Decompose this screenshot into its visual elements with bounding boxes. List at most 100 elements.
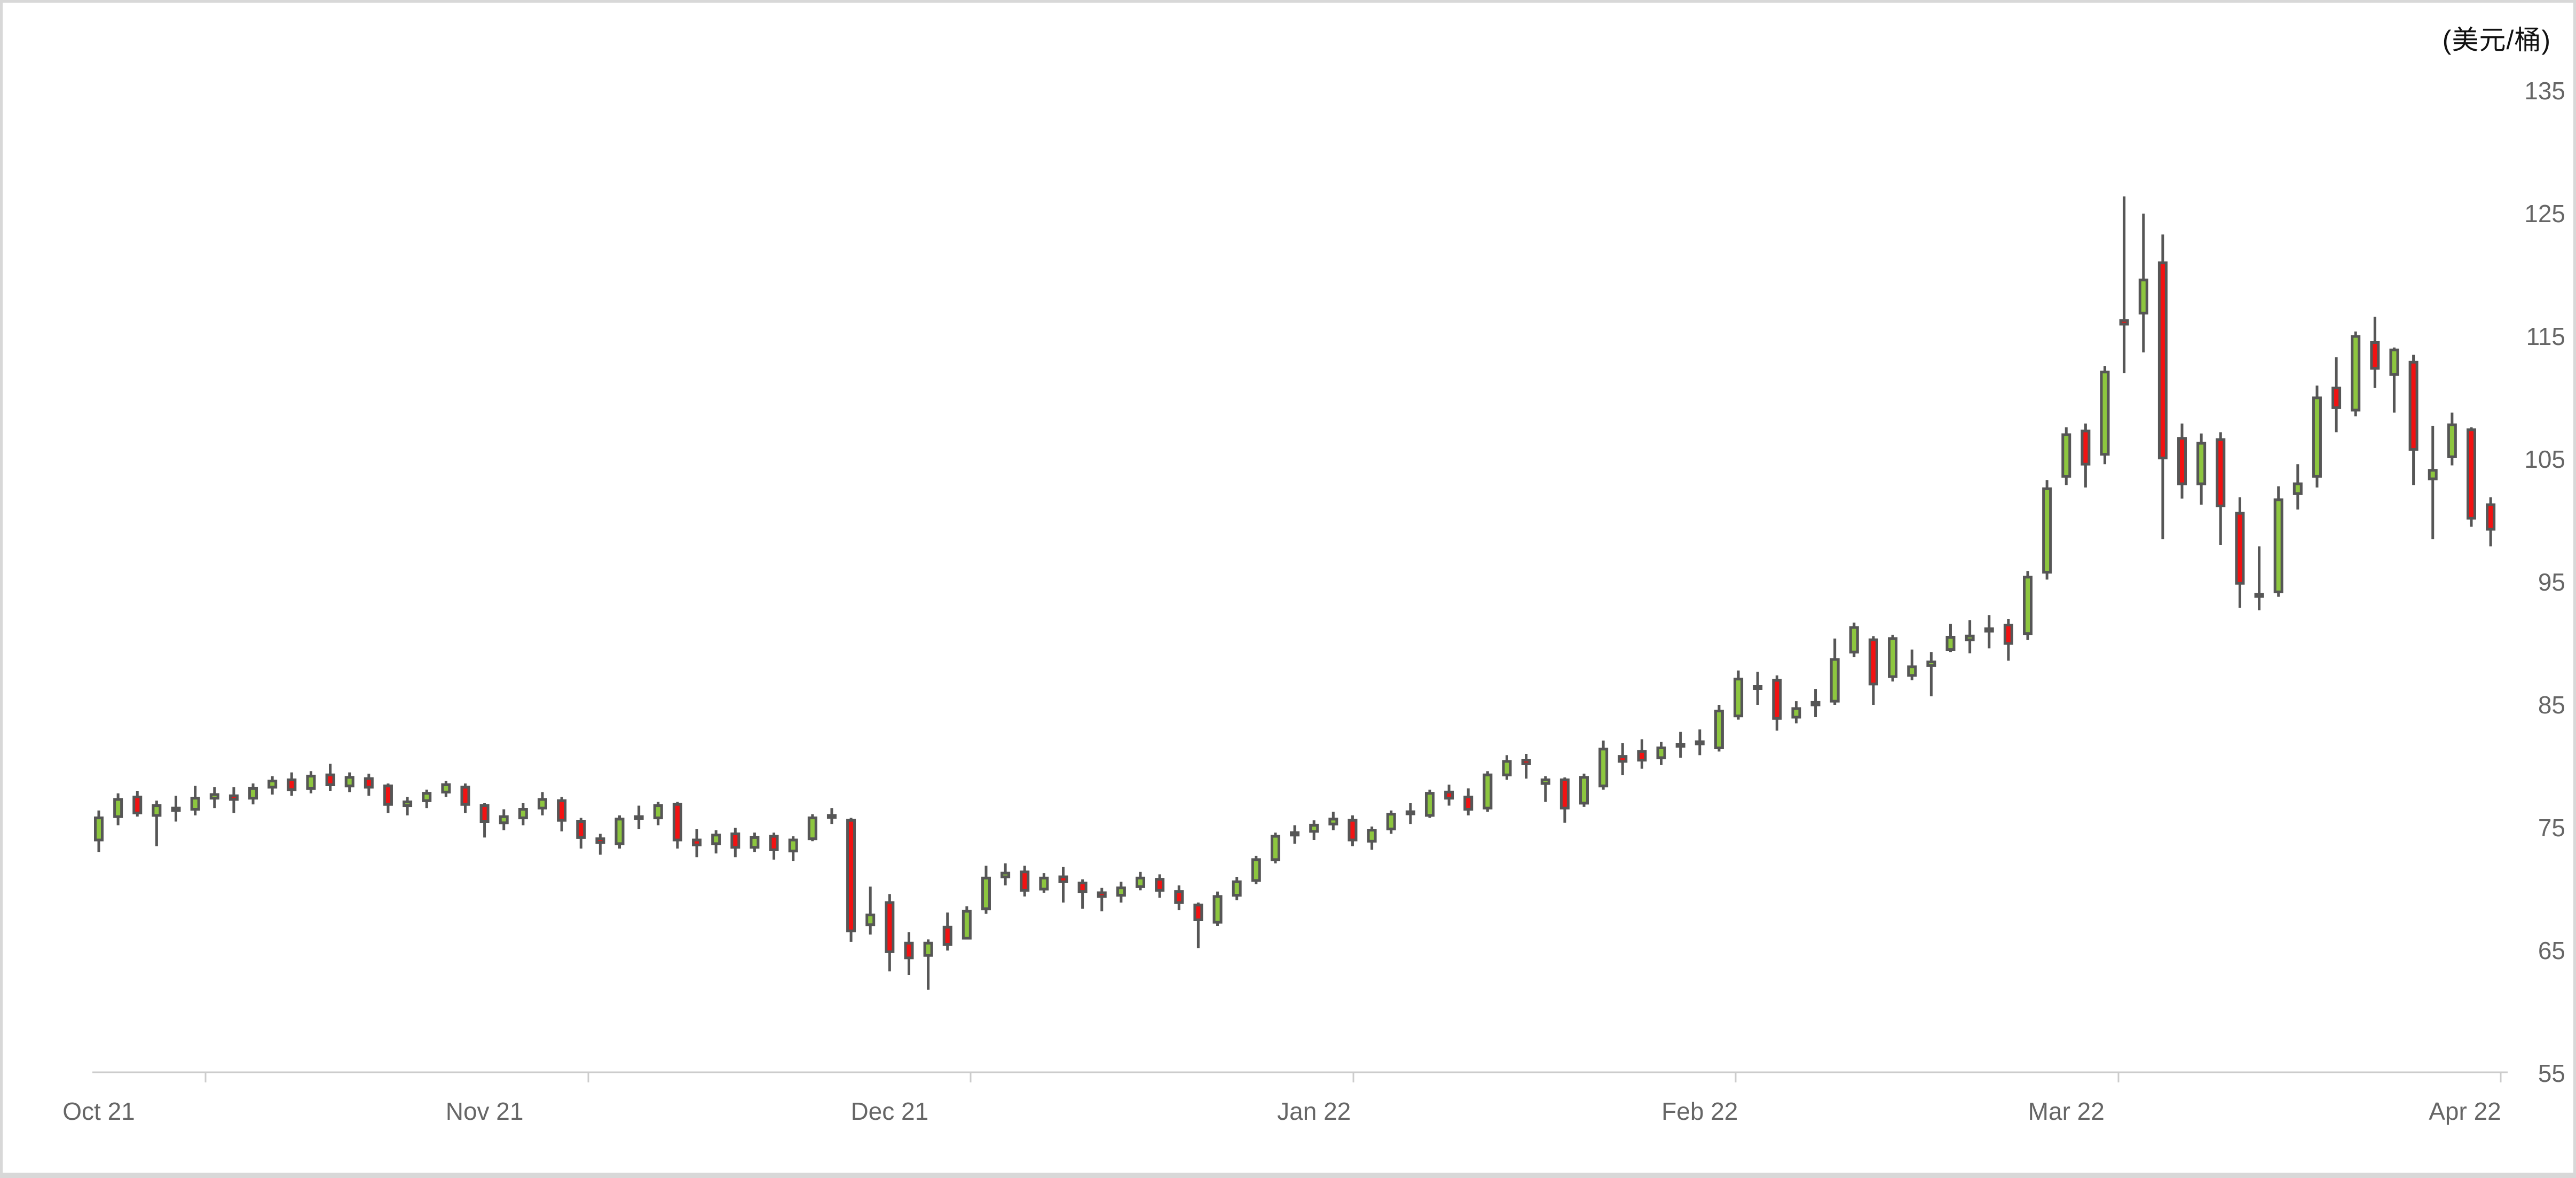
candle-body-down[interactable]	[1058, 875, 1068, 883]
candle-body-down[interactable]	[2254, 593, 2264, 598]
candle-body-down[interactable]	[132, 796, 143, 814]
candle-body-down[interactable]	[1868, 638, 1878, 686]
candle-body-down[interactable]	[171, 806, 181, 812]
candle-body-down[interactable]	[1348, 819, 1358, 842]
candle-body-up[interactable]	[1926, 661, 1936, 667]
candle-body-up[interactable]	[113, 798, 123, 818]
candle-body-up[interactable]	[1598, 748, 1609, 788]
candle-body-up[interactable]	[2428, 469, 2438, 481]
candle-body-up[interactable]	[750, 836, 760, 849]
candle-body-up[interactable]	[1367, 829, 1377, 843]
candle-body-up[interactable]	[2351, 335, 2361, 412]
candle-body-down[interactable]	[1193, 904, 1203, 922]
candle-body-down[interactable]	[1020, 870, 1030, 892]
candle-body-up[interactable]	[1579, 776, 1589, 805]
candle-body-up[interactable]	[152, 804, 162, 817]
candle-body-down[interactable]	[885, 901, 895, 953]
candle-body-down[interactable]	[1810, 701, 1821, 706]
candle-body-down[interactable]	[460, 786, 470, 806]
candle-body-up[interactable]	[2293, 482, 2303, 495]
candle-body-up[interactable]	[1116, 886, 1126, 897]
candle-body-down[interactable]	[942, 925, 952, 946]
candle-body-down[interactable]	[2486, 503, 2496, 531]
candle-body-down[interactable]	[904, 941, 914, 960]
candle-body-up[interactable]	[499, 815, 509, 824]
candle-body-up[interactable]	[518, 808, 528, 820]
candle-body-down[interactable]	[1618, 755, 1628, 763]
candle-body-down[interactable]	[2216, 438, 2226, 507]
candle-body-up[interactable]	[1290, 831, 1300, 837]
candle-body-down[interactable]	[1174, 890, 1184, 904]
candle-body-down[interactable]	[287, 778, 297, 791]
candle-body-up[interactable]	[981, 876, 991, 910]
candle-body-down[interactable]	[1772, 679, 1782, 720]
candle-body-up[interactable]	[1309, 823, 1319, 833]
candle-body-down[interactable]	[2408, 360, 2419, 451]
candle-body-up[interactable]	[1734, 678, 1744, 718]
candle-body-down[interactable]	[1984, 627, 1994, 633]
candle-body-up[interactable]	[1328, 818, 1338, 826]
candle-body-up[interactable]	[2273, 498, 2283, 593]
candle-body-up[interactable]	[1791, 707, 1801, 719]
candle-body-up[interactable]	[807, 816, 817, 841]
candle-body-down[interactable]	[1521, 759, 1531, 765]
candle-body-down[interactable]	[229, 794, 239, 801]
candle-body-up[interactable]	[537, 798, 547, 810]
candle-body-up[interactable]	[1945, 636, 1956, 651]
candle-body-down[interactable]	[2157, 261, 2168, 460]
candle-body-up[interactable]	[1386, 813, 1396, 830]
candle-body-up[interactable]	[1656, 747, 1666, 759]
candle-body-down[interactable]	[557, 799, 567, 822]
candle-body-up[interactable]	[2196, 442, 2207, 485]
candle-body-down[interactable]	[2119, 319, 2129, 326]
candle-body-down[interactable]	[730, 833, 740, 849]
candle-body-down[interactable]	[1559, 778, 1570, 810]
candle-body-up[interactable]	[711, 834, 721, 845]
candle-body-down[interactable]	[2081, 429, 2091, 466]
candle-body-up[interactable]	[306, 774, 316, 790]
candle-body-up[interactable]	[615, 818, 625, 845]
candle-body-up[interactable]	[1251, 858, 1261, 882]
candle-body-down[interactable]	[595, 837, 605, 844]
candle-body-up[interactable]	[634, 815, 644, 820]
candle-body-up[interactable]	[1424, 792, 1435, 817]
candle-body-up[interactable]	[1212, 895, 1223, 924]
candle-body-down[interactable]	[2370, 341, 2380, 370]
candle-body-up[interactable]	[441, 783, 451, 794]
candle-body-up[interactable]	[190, 797, 200, 811]
candle-body-down[interactable]	[2331, 387, 2342, 409]
candle-body-up[interactable]	[403, 800, 413, 807]
candle-body-up[interactable]	[788, 838, 798, 853]
candle-body-down[interactable]	[364, 777, 374, 789]
candle-body-up[interactable]	[1714, 710, 1724, 749]
candle-body-up[interactable]	[1830, 658, 1840, 703]
candle-body-up[interactable]	[962, 909, 972, 940]
candle-body-up[interactable]	[2447, 423, 2457, 458]
candle-body-up[interactable]	[1849, 626, 1859, 654]
candle-body-down[interactable]	[1753, 685, 1763, 690]
candle-body-up[interactable]	[1001, 871, 1011, 878]
candle-body-up[interactable]	[2042, 487, 2052, 574]
candle-body-up[interactable]	[1907, 665, 1917, 677]
candle-body-down[interactable]	[769, 835, 779, 851]
candle-body-up[interactable]	[1965, 634, 1975, 641]
candle-body-up[interactable]	[1405, 810, 1415, 815]
candle-body-up[interactable]	[1695, 740, 1705, 745]
candle-body-down[interactable]	[1155, 878, 1165, 892]
candle-body-up[interactable]	[1888, 637, 1898, 678]
candle-body-up[interactable]	[209, 793, 219, 800]
candle-body-up[interactable]	[1483, 773, 1493, 810]
candle-body-up[interactable]	[1039, 876, 1049, 891]
candle-body-down[interactable]	[325, 773, 335, 786]
candle-body-up[interactable]	[1232, 880, 1242, 897]
candle-body-down[interactable]	[479, 804, 490, 823]
candle-body-up[interactable]	[865, 913, 876, 926]
candle-body-down[interactable]	[1077, 882, 1088, 893]
candle-body-down[interactable]	[692, 838, 702, 846]
candle-body-up[interactable]	[2389, 348, 2399, 376]
candle-body-up[interactable]	[422, 792, 432, 802]
candle-body-down[interactable]	[672, 803, 682, 842]
candle-body-up[interactable]	[923, 941, 933, 957]
candle-body-up[interactable]	[826, 814, 837, 819]
candle-body-up[interactable]	[2061, 433, 2071, 478]
